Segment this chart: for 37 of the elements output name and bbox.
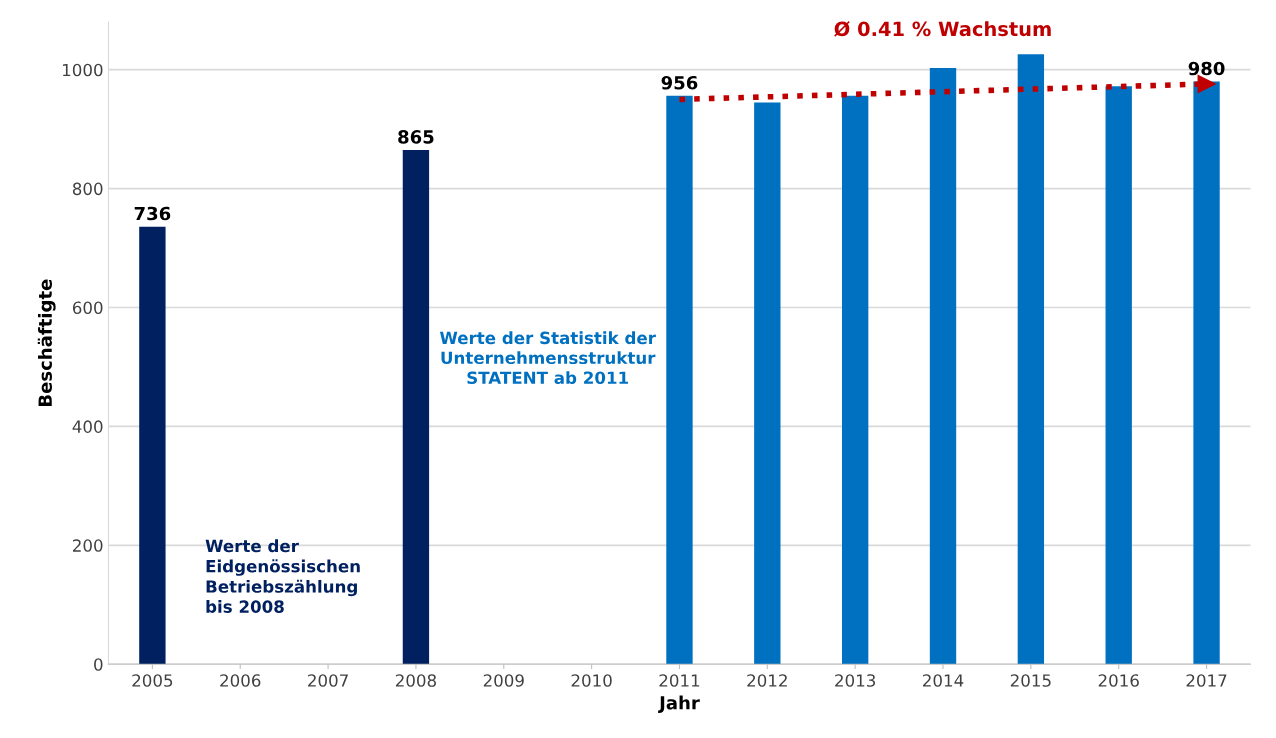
bar (402, 149, 430, 665)
bar (754, 102, 781, 665)
x-tick-label: 2008 (395, 674, 436, 687)
bar (929, 67, 957, 665)
bar (1105, 86, 1132, 665)
annotation: Werte der Statistik der Unternehmensstruktur STATENT ab 2011 (439, 331, 656, 385)
x-tick-label: 2011 (659, 674, 700, 687)
y-tick-label: 800 (72, 182, 103, 196)
x-tick-label: 2017 (1186, 674, 1227, 687)
bar (139, 226, 166, 665)
data-label: 736 (134, 206, 171, 221)
x-tick-label: 2006 (220, 674, 261, 687)
y-tick-label: 1000 (63, 63, 103, 77)
x-tick-label: 2013 (835, 674, 876, 687)
y-tick-label: 0 (94, 658, 103, 671)
x-axis-title: Jahr (658, 695, 700, 713)
x-tick-label: 2015 (1010, 674, 1051, 687)
y-axis-title: Beschäftigte (37, 279, 56, 406)
bar (841, 95, 869, 665)
data-label: 865 (398, 130, 434, 144)
x-tick-label: 2010 (571, 674, 612, 687)
x-tick-label: 2014 (923, 674, 964, 687)
data-label: 980 (1188, 61, 1225, 76)
annotation: Werte der Eidgenössischen Betriebszählung bis 2008 (205, 539, 360, 613)
y-tick-label: 400 (72, 420, 103, 433)
annotation: Ø 0.41 % Wachstum (834, 21, 1051, 37)
bar (1193, 81, 1220, 665)
x-tick-label: 2012 (747, 674, 787, 687)
x-tick-label: 2016 (1098, 674, 1139, 687)
data-label: 956 (661, 75, 698, 90)
x-tick-label: 2007 (308, 674, 348, 687)
y-tick-label: 600 (72, 301, 103, 315)
bar (1017, 54, 1045, 665)
x-tick-label: 2009 (483, 674, 524, 687)
y-tick-label: 200 (73, 539, 103, 552)
x-tick-label: 2005 (132, 674, 173, 687)
bar (666, 95, 693, 665)
